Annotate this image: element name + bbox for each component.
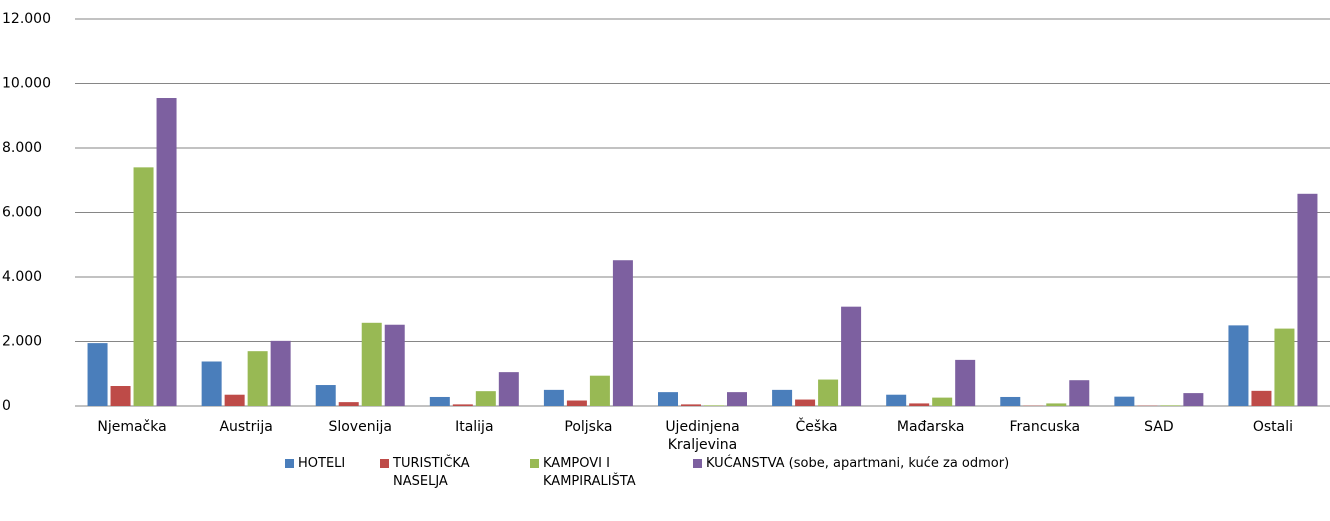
bar [338, 402, 359, 406]
bar [932, 397, 953, 406]
legend-item: KAMPOVI I KAMPIRALIŠTA [530, 455, 660, 491]
legend-swatch [380, 459, 389, 468]
bar [795, 399, 816, 406]
y-tick-label: 10.000 [2, 76, 51, 92]
bar [224, 394, 245, 406]
bar [270, 340, 291, 406]
x-tick-label: Ujedinjena Kraljevina [665, 419, 740, 453]
x-tick-label: Slovenija [328, 419, 392, 435]
x-tick-label: SAD [1144, 419, 1174, 435]
bar [1228, 325, 1249, 406]
bar [612, 260, 633, 406]
bar [566, 400, 587, 406]
bar [1000, 396, 1021, 406]
bar [886, 394, 907, 406]
x-tick-label: Francuska [1009, 419, 1081, 435]
y-tick-label: 12.000 [2, 11, 51, 27]
legend-label: HOTELI [298, 456, 346, 471]
bar [452, 404, 473, 406]
bar [429, 396, 450, 406]
bar [727, 392, 747, 406]
legend-swatch [693, 459, 702, 468]
bar [498, 372, 519, 406]
bar [589, 375, 610, 406]
y-tick-label: 4.000 [2, 269, 42, 285]
bar [841, 306, 862, 406]
bar [87, 343, 108, 406]
x-tick-label: Austrija [219, 419, 273, 435]
legend-item: HOTELI [285, 455, 375, 473]
bar [1251, 390, 1272, 406]
legend-swatch [285, 459, 294, 468]
legend-item: KUĆANSTVA (sobe, apartmani, kuće za odmo… [693, 455, 1113, 473]
bar [543, 389, 564, 406]
bar [772, 389, 793, 406]
x-tick-label: Njemačka [97, 419, 167, 435]
bar [156, 98, 177, 406]
bar [1274, 328, 1295, 406]
legend-swatch [530, 459, 539, 468]
bar [1046, 403, 1067, 406]
bar [909, 403, 930, 406]
bar [818, 379, 839, 406]
x-tick-label: Poljska [564, 419, 613, 435]
y-tick-label: 2.000 [2, 334, 42, 350]
y-tick-label: 8.000 [2, 140, 42, 156]
bar [247, 351, 268, 406]
bar [1069, 380, 1090, 406]
legend-label: TURISTIČKA NASELJA [393, 456, 470, 489]
y-tick-label: 0 [2, 398, 11, 414]
x-tick-label: Italija [455, 419, 494, 435]
x-tick-label: Češka [795, 419, 838, 435]
y-tick-label: 6.000 [2, 205, 42, 221]
legend-item: TURISTIČKA NASELJA [380, 455, 500, 491]
bar [475, 391, 496, 406]
bar [1160, 405, 1181, 406]
bar [1297, 193, 1318, 406]
bar [201, 361, 222, 406]
bar [315, 385, 336, 406]
bar [1183, 393, 1204, 406]
bar [133, 167, 154, 406]
bar [361, 322, 382, 406]
bar [384, 324, 405, 406]
bar [704, 405, 724, 406]
bar [681, 404, 701, 406]
bar [658, 392, 678, 406]
legend-label: KAMPOVI I KAMPIRALIŠTA [543, 456, 636, 489]
legend-label: KUĆANSTVA (sobe, apartmani, kuće za odmo… [706, 456, 1010, 471]
bar [1114, 396, 1135, 406]
x-tick-label: Ostali [1252, 419, 1294, 435]
x-tick-label: Mađarska [896, 419, 965, 435]
bar [955, 359, 976, 406]
bar [110, 386, 131, 406]
